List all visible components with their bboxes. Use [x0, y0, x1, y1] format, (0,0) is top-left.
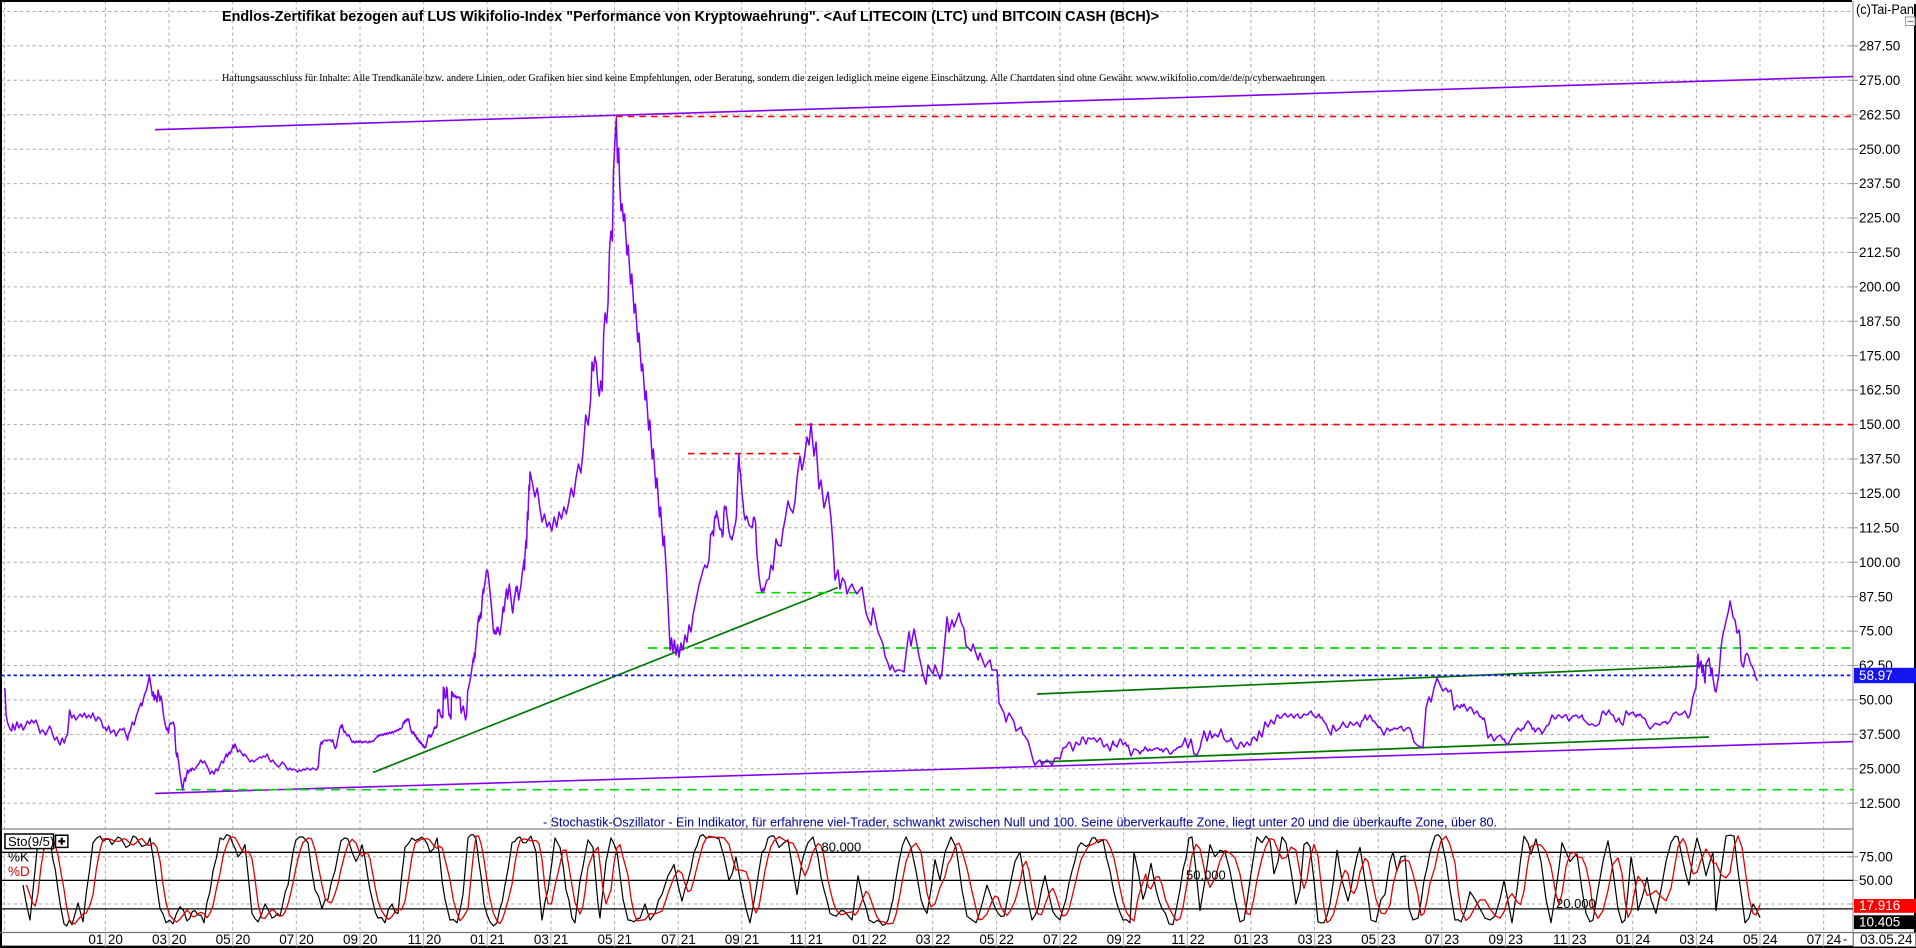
svg-text:50.00: 50.00 [1859, 873, 1893, 888]
svg-text:07: 07 [279, 932, 294, 947]
svg-text:87.50: 87.50 [1859, 589, 1893, 604]
svg-text:Endlos-Zertifikat bezogen auf: Endlos-Zertifikat bezogen auf LUS Wikifo… [222, 9, 1159, 25]
svg-text:50.00: 50.00 [1859, 693, 1893, 708]
svg-text:03: 03 [534, 932, 549, 947]
svg-text:22: 22 [1063, 932, 1078, 947]
svg-text:%D: %D [8, 864, 30, 879]
svg-text:11: 11 [408, 932, 422, 947]
svg-text:11: 11 [1171, 932, 1185, 947]
svg-text:01: 01 [1616, 932, 1631, 947]
svg-text:275.00: 275.00 [1859, 73, 1900, 88]
svg-text:07: 07 [1807, 932, 1822, 947]
svg-text:212.50: 212.50 [1859, 245, 1900, 260]
svg-text:05: 05 [597, 932, 612, 947]
svg-text:125.00: 125.00 [1859, 486, 1900, 501]
svg-text:09: 09 [1107, 932, 1122, 947]
svg-text:05: 05 [979, 932, 994, 947]
svg-text:-: - [1843, 932, 1847, 947]
svg-text:24: 24 [1699, 932, 1715, 947]
svg-text:21: 21 [553, 932, 568, 947]
svg-text:21: 21 [744, 932, 759, 947]
svg-text:80.000: 80.000 [822, 839, 862, 854]
svg-text:11: 11 [1553, 932, 1567, 947]
svg-text:22: 22 [1190, 932, 1205, 947]
svg-text:23: 23 [1253, 932, 1268, 947]
svg-text:Sto(9/5): Sto(9/5) [8, 834, 54, 849]
svg-text:137.50: 137.50 [1859, 452, 1900, 467]
svg-text:20: 20 [299, 932, 314, 947]
svg-text:09: 09 [343, 932, 358, 947]
svg-text:%K: %K [8, 850, 29, 865]
svg-text:112.50: 112.50 [1859, 520, 1899, 535]
svg-text:21: 21 [681, 932, 696, 947]
svg-text:22: 22 [999, 932, 1014, 947]
svg-text:250.00: 250.00 [1859, 142, 1900, 157]
svg-text:20.000: 20.000 [1556, 896, 1596, 911]
svg-text:150.00: 150.00 [1859, 417, 1900, 432]
svg-text:12.500: 12.500 [1859, 796, 1900, 811]
svg-text:(c)Tai-Pan: (c)Tai-Pan [1856, 2, 1914, 17]
svg-text:37.500: 37.500 [1859, 727, 1900, 742]
svg-text:22: 22 [935, 932, 950, 947]
svg-text:05: 05 [216, 932, 231, 947]
svg-text:21: 21 [808, 932, 823, 947]
svg-text:162.50: 162.50 [1859, 383, 1900, 398]
svg-text:287.50: 287.50 [1859, 39, 1900, 54]
svg-text:262.50: 262.50 [1859, 107, 1900, 122]
svg-text:01: 01 [88, 932, 103, 947]
svg-text:23: 23 [1317, 932, 1332, 947]
svg-text:225.00: 225.00 [1859, 211, 1900, 226]
svg-text:21: 21 [490, 932, 505, 947]
svg-text:75.00: 75.00 [1859, 849, 1893, 864]
svg-text:50.000: 50.000 [1186, 867, 1226, 882]
svg-text:22: 22 [872, 932, 887, 947]
svg-text:03: 03 [916, 932, 931, 947]
svg-text:200.00: 200.00 [1859, 280, 1900, 295]
svg-text:25.000: 25.000 [1859, 761, 1900, 776]
svg-text:22: 22 [1126, 932, 1141, 947]
svg-text:23: 23 [1572, 932, 1587, 947]
svg-text:11: 11 [789, 932, 803, 947]
svg-text:07: 07 [1043, 932, 1058, 947]
svg-text:Haftungsausschluss für Inhalte: Haftungsausschluss für Inhalte: Alle Tre… [222, 72, 1325, 84]
svg-text:24: 24 [1826, 932, 1842, 947]
svg-text:05: 05 [1361, 932, 1376, 947]
svg-text:20: 20 [426, 932, 441, 947]
svg-text:01: 01 [470, 932, 485, 947]
svg-text:20: 20 [363, 932, 378, 947]
svg-text:10.405: 10.405 [1859, 914, 1900, 929]
svg-text:07: 07 [1425, 932, 1440, 947]
svg-text:01: 01 [852, 932, 867, 947]
svg-text:20: 20 [235, 932, 250, 947]
svg-text:23: 23 [1444, 932, 1459, 947]
svg-text:20: 20 [108, 932, 123, 947]
svg-text:20: 20 [172, 932, 187, 947]
svg-text:75.00: 75.00 [1859, 624, 1893, 639]
svg-text:58.97: 58.97 [1859, 668, 1893, 683]
svg-text:- Stochastik-Oszillator - Ein: - Stochastik-Oszillator - Ein Indikator,… [543, 814, 1497, 829]
svg-text:03: 03 [1298, 932, 1313, 947]
svg-text:05: 05 [1743, 932, 1758, 947]
svg-text:175.00: 175.00 [1859, 348, 1900, 363]
svg-text:24: 24 [1763, 932, 1779, 947]
svg-text:03: 03 [1679, 932, 1694, 947]
svg-text:24: 24 [1635, 932, 1651, 947]
svg-text:23: 23 [1508, 932, 1523, 947]
svg-text:23: 23 [1381, 932, 1396, 947]
svg-text:21: 21 [617, 932, 632, 947]
svg-text:100.00: 100.00 [1859, 555, 1900, 570]
svg-text:187.50: 187.50 [1859, 314, 1900, 329]
svg-text:09: 09 [1488, 932, 1503, 947]
svg-text:17.916: 17.916 [1859, 898, 1900, 913]
svg-text:09: 09 [725, 932, 740, 947]
svg-text:01: 01 [1234, 932, 1249, 947]
svg-text:237.50: 237.50 [1859, 176, 1900, 191]
svg-text:03: 03 [152, 932, 167, 947]
svg-text:07: 07 [661, 932, 676, 947]
svg-text:03.05.24: 03.05.24 [1860, 932, 1913, 947]
